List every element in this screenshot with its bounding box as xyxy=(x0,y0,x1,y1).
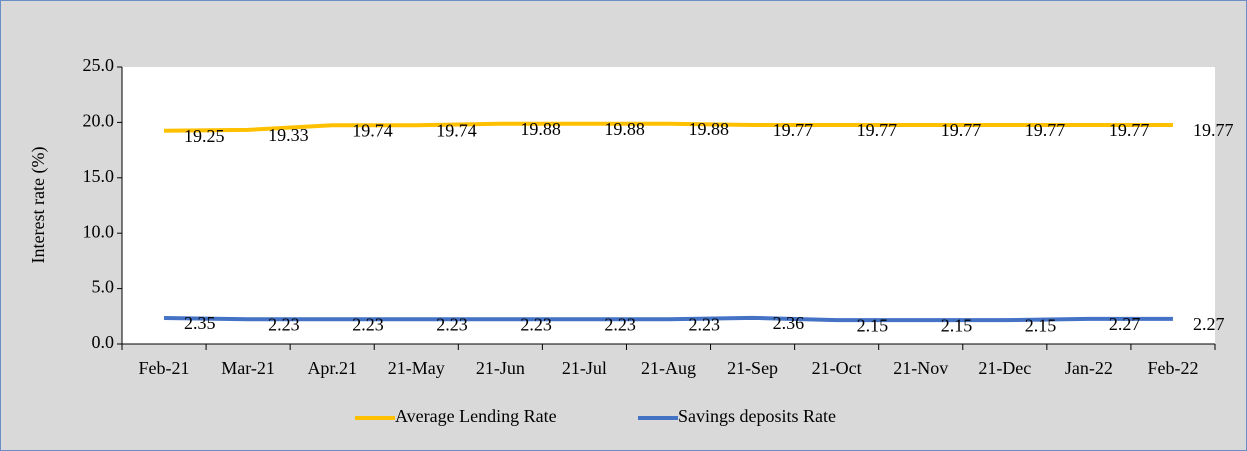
data-label: 2.23 xyxy=(604,314,636,334)
y-tick-label: 15.0 xyxy=(83,166,115,186)
data-label: 19.77 xyxy=(1025,120,1066,140)
data-label: 2.23 xyxy=(436,314,468,334)
data-label: 2.27 xyxy=(1193,314,1225,334)
y-tick-label: 0.0 xyxy=(92,332,115,352)
x-tick-label: Feb-21 xyxy=(139,358,190,378)
data-label: 19.77 xyxy=(1193,120,1234,140)
x-tick-label: 21-Oct xyxy=(812,358,862,378)
data-label: 2.23 xyxy=(268,314,300,334)
data-label: 19.88 xyxy=(520,119,561,139)
data-label: 19.88 xyxy=(689,119,730,139)
data-label: 19.33 xyxy=(268,125,309,145)
data-label: 19.77 xyxy=(857,120,898,140)
y-tick-label: 5.0 xyxy=(92,277,115,297)
x-tick-label: 21-May xyxy=(388,358,445,378)
y-tick-label: 25.0 xyxy=(83,55,115,75)
x-tick-label: 21-Nov xyxy=(893,358,948,378)
legend-label: Savings deposits Rate xyxy=(678,406,836,426)
x-tick-label: Jan-22 xyxy=(1065,358,1113,378)
x-tick-label: Apr.21 xyxy=(307,358,357,378)
data-label: 2.23 xyxy=(352,314,384,334)
data-label: 2.15 xyxy=(941,315,973,335)
y-tick-label: 20.0 xyxy=(83,111,115,131)
y-axis-label: Interest rate (%) xyxy=(28,147,49,264)
x-tick-label: 21-Sep xyxy=(727,358,778,378)
y-tick-label: 10.0 xyxy=(83,221,115,241)
legend-label: Average Lending Rate xyxy=(395,406,557,426)
series-line xyxy=(164,315,1173,323)
data-label: 2.23 xyxy=(689,314,721,334)
data-label: 2.36 xyxy=(773,313,805,333)
x-tick-label: 21-Jul xyxy=(562,358,607,378)
x-tick-label: 21-Jun xyxy=(476,358,525,378)
data-label: 2.35 xyxy=(184,313,216,333)
data-label: 2.23 xyxy=(520,314,552,334)
data-label: 2.27 xyxy=(1109,314,1141,334)
data-label: 19.88 xyxy=(604,119,645,139)
data-label: 19.74 xyxy=(352,120,393,140)
x-tick-label: 21-Dec xyxy=(978,358,1031,378)
data-label: 19.74 xyxy=(436,120,477,140)
data-label: 19.77 xyxy=(773,120,814,140)
data-label: 19.77 xyxy=(1109,120,1150,140)
x-tick-label: 21-Aug xyxy=(641,358,696,378)
data-label: 2.15 xyxy=(1025,315,1057,335)
x-tick-label: Mar-21 xyxy=(221,358,275,378)
series-line xyxy=(164,121,1173,133)
plot-area xyxy=(122,67,1215,344)
data-label: 19.25 xyxy=(184,126,225,146)
data-label: 19.77 xyxy=(941,120,982,140)
data-label: 2.15 xyxy=(857,315,889,335)
x-tick-label: Feb-22 xyxy=(1147,358,1198,378)
